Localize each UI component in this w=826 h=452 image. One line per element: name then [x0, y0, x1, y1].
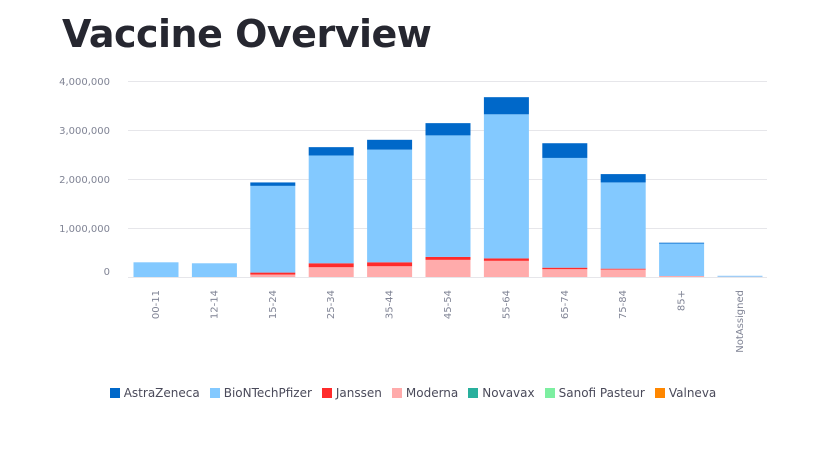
bar-segment-astrazeneca	[542, 143, 588, 158]
bar-segment-janssen	[308, 263, 354, 268]
legend-item[interactable]: BioNTechPfizer	[209, 386, 312, 400]
bar-segment-astrazeneca	[250, 182, 296, 186]
legend-label: Moderna	[405, 386, 459, 400]
bar-segment-astrazeneca	[425, 123, 471, 136]
bar-segment-janssen	[542, 267, 588, 270]
x-tick-label: 25-34	[326, 290, 337, 319]
x-tick-label: 00-11	[151, 290, 162, 319]
bar-segment-moderna	[250, 274, 296, 277]
bar-segment-astrazeneca	[483, 97, 529, 115]
x-tick-label: 35-44	[385, 290, 396, 319]
legend-swatch	[321, 388, 332, 398]
x-tick-label: 45-54	[443, 290, 454, 319]
legend-label: BioNTechPfizer	[223, 386, 312, 400]
legend-label: Novavax	[482, 386, 535, 400]
x-tick-label: 55-64	[501, 290, 512, 319]
bar-segment-biontechpfizer	[367, 149, 413, 263]
legend-swatch	[391, 388, 402, 398]
bar-segment-biontechpfizer	[659, 243, 705, 277]
legend-item[interactable]: AstraZeneca	[109, 386, 200, 400]
x-tick-label: 15-24	[268, 290, 279, 319]
y-tick-label: 1,000,000	[59, 224, 110, 235]
bar-segment-astrazeneca	[659, 242, 705, 244]
bar-segment-janssen	[250, 272, 296, 275]
legend-item[interactable]: Janssen	[321, 386, 382, 400]
bar-segment-astrazeneca	[600, 174, 646, 183]
legend-label: AstraZeneca	[123, 386, 200, 400]
bar-segment-moderna	[425, 259, 471, 277]
bar-segment-biontechpfizer	[191, 263, 237, 277]
legend-label: Valneva	[668, 386, 717, 400]
page-title: Vaccine Overview	[62, 12, 432, 56]
legend-item[interactable]: Sanofi Pasteur	[544, 386, 645, 400]
bar-segment-janssen	[600, 268, 646, 270]
bar-segment-moderna	[308, 267, 354, 277]
bar-segment-biontechpfizer	[483, 114, 529, 259]
legend-item[interactable]: Moderna	[391, 386, 459, 400]
bar-segment-janssen	[425, 256, 471, 260]
x-tick-label: 75-84	[618, 290, 629, 319]
x-tick-label: 85+	[677, 290, 688, 311]
bar-segment-biontechpfizer	[133, 262, 179, 277]
bar-segment-astrazeneca	[308, 147, 354, 156]
y-tick-label: 3,000,000	[59, 126, 110, 137]
x-tick-label: NotAssigned	[735, 290, 746, 353]
legend-item[interactable]: Valneva	[654, 386, 717, 400]
bar-segment-biontechpfizer	[308, 155, 354, 264]
x-tick-label: 12-14	[209, 290, 220, 319]
bar-segment-moderna	[367, 266, 413, 277]
bar-segment-moderna	[659, 276, 705, 277]
legend-label: Sanofi Pasteur	[558, 386, 645, 400]
legend-swatch	[468, 388, 479, 398]
legend-item[interactable]: Novavax	[468, 386, 535, 400]
bar-segment-biontechpfizer	[542, 157, 588, 268]
bar-segment-biontechpfizer	[250, 185, 296, 273]
bar-segment-biontechpfizer	[600, 182, 646, 269]
bar-segment-moderna	[542, 269, 588, 277]
bar-segment-janssen	[483, 258, 529, 261]
legend-swatch	[544, 388, 555, 398]
legend-swatch	[209, 388, 220, 398]
legend-label: Janssen	[335, 386, 382, 400]
bar-segment-astrazeneca	[367, 139, 413, 150]
legend-swatch	[109, 388, 120, 398]
bar-segment-moderna	[600, 269, 646, 277]
bar-segment-janssen	[367, 262, 413, 267]
x-tick-label: 65-74	[560, 290, 571, 319]
y-tick-label: 0	[104, 267, 110, 278]
bar-segment-biontechpfizer	[425, 135, 471, 257]
bar-segment-biontechpfizer	[717, 275, 763, 277]
bar-segment-moderna	[483, 260, 529, 277]
y-tick-label: 4,000,000	[59, 77, 110, 88]
y-tick-label: 2,000,000	[59, 175, 110, 186]
chart-legend: AstraZeneca BioNTechPfizer Janssen Moderna N…	[0, 386, 826, 400]
legend-swatch	[654, 388, 665, 398]
